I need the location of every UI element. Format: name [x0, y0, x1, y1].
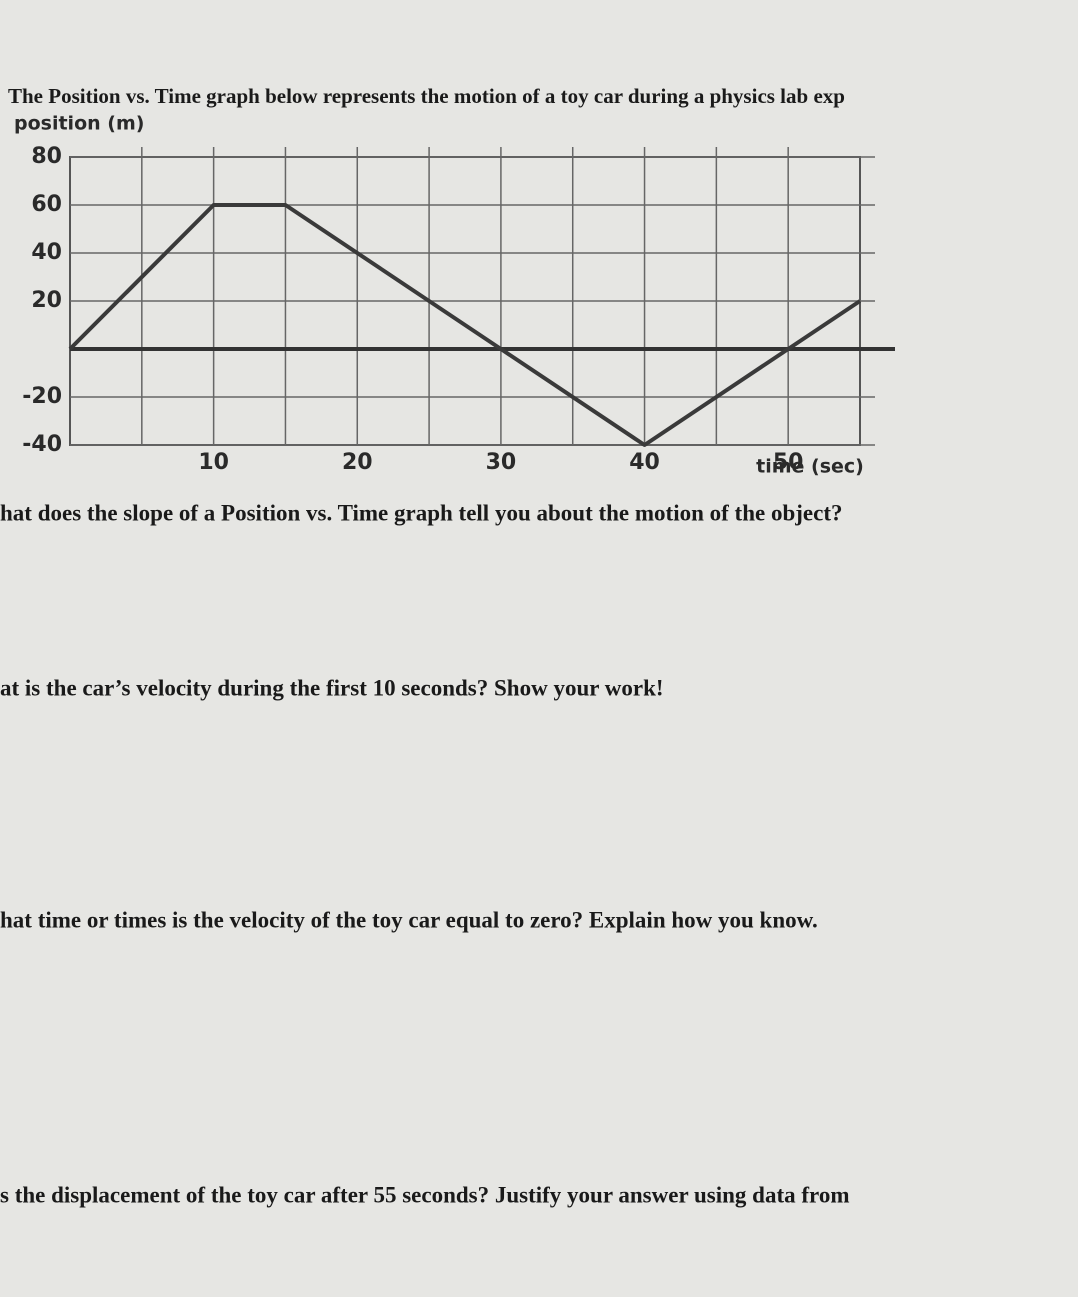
x-tick-label: 20: [342, 450, 373, 475]
question: at is the car’s velocity during the firs…: [0, 675, 664, 700]
y-tick-label: 40: [31, 240, 62, 265]
y-tick-label: 20: [31, 288, 62, 313]
question: hat time or times is the velocity of the…: [0, 907, 818, 932]
plot: 80 60 40 20 -20 -40 10 20 30 40 50: [22, 144, 895, 475]
y-tick-label: -40: [22, 432, 62, 457]
y-tick-label: 60: [31, 192, 62, 217]
x-tick-label: 30: [486, 450, 517, 475]
y-axis-label: position (m): [14, 113, 144, 135]
x-tick-label: 50: [773, 450, 804, 475]
question: s the displacement of the toy car after …: [0, 1182, 849, 1207]
intro-text: The Position vs. Time graph below repres…: [8, 84, 845, 108]
y-tick-label: -20: [22, 384, 62, 409]
x-tick-label: 40: [629, 450, 660, 475]
data-line: [68, 203, 862, 447]
y-tick-label: 80: [31, 144, 62, 169]
question: hat does the slope of a Position vs. Tim…: [0, 500, 843, 525]
x-tick-label: 10: [198, 450, 229, 475]
x-axis-label: time (sec): [756, 456, 864, 478]
